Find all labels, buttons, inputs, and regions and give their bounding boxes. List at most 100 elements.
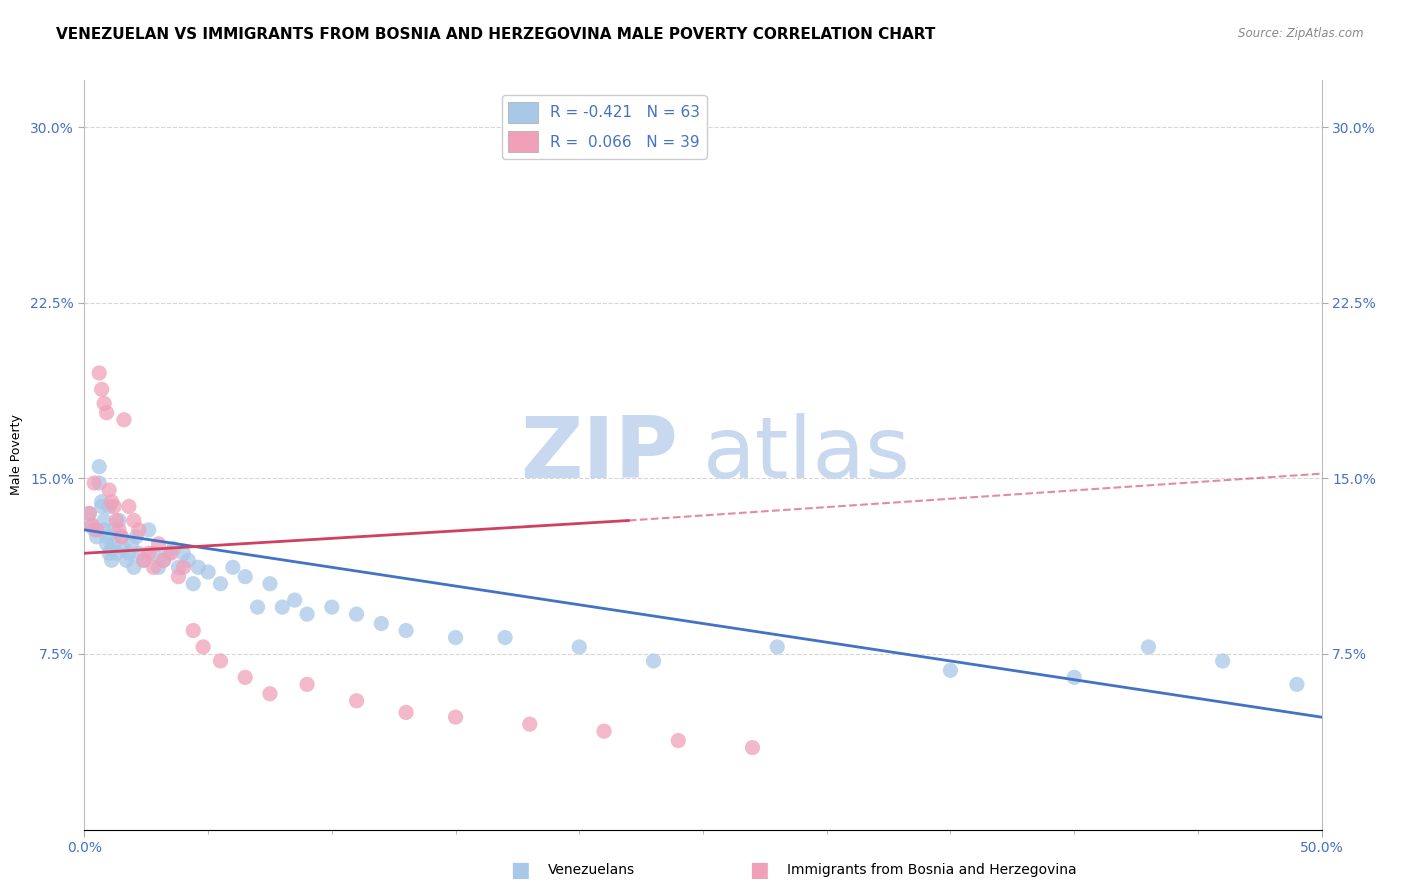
Point <box>519 717 541 731</box>
Point <box>209 576 232 591</box>
Point <box>83 476 105 491</box>
Point <box>346 694 368 708</box>
Point <box>233 570 256 584</box>
Point <box>93 396 115 410</box>
Point <box>741 740 763 755</box>
Point <box>98 500 121 514</box>
Point <box>222 560 245 574</box>
Point <box>79 507 101 521</box>
Point <box>105 546 128 560</box>
Point <box>152 553 174 567</box>
Point <box>96 537 118 551</box>
Point <box>103 537 125 551</box>
Point <box>370 616 392 631</box>
Point <box>128 546 150 560</box>
Text: Venezuelans: Venezuelans <box>548 863 636 877</box>
Point <box>167 560 190 574</box>
Point <box>90 382 112 396</box>
Text: atlas: atlas <box>703 413 911 497</box>
Point <box>79 507 101 521</box>
Point <box>108 513 131 527</box>
Point <box>1063 670 1085 684</box>
Point <box>167 570 190 584</box>
Point <box>103 500 125 514</box>
Point <box>152 553 174 567</box>
Point <box>80 518 103 533</box>
Point <box>86 530 108 544</box>
Point <box>246 600 269 615</box>
Text: ■: ■ <box>749 860 769 880</box>
Point <box>122 560 145 574</box>
Point <box>100 541 122 556</box>
Point <box>162 541 184 556</box>
Point <box>142 560 165 574</box>
Point <box>197 565 219 579</box>
Point <box>138 523 160 537</box>
Point <box>138 546 160 560</box>
Point <box>181 576 204 591</box>
Point <box>295 677 318 691</box>
Point <box>148 560 170 574</box>
Point <box>105 513 128 527</box>
Point <box>157 546 180 560</box>
Point <box>181 624 204 638</box>
Text: VENEZUELAN VS IMMIGRANTS FROM BOSNIA AND HERZEGOVINA MALE POVERTY CORRELATION CH: VENEZUELAN VS IMMIGRANTS FROM BOSNIA AND… <box>56 27 935 42</box>
Point <box>148 537 170 551</box>
Point <box>259 687 281 701</box>
Point <box>593 724 616 739</box>
Point <box>110 530 132 544</box>
Point <box>98 483 121 497</box>
Point <box>128 523 150 537</box>
Point <box>172 560 194 574</box>
Point <box>643 654 665 668</box>
Point <box>100 553 122 567</box>
Point <box>89 459 111 474</box>
Point <box>259 576 281 591</box>
Point <box>766 640 789 654</box>
Point <box>93 513 115 527</box>
Point <box>96 530 118 544</box>
Point <box>1137 640 1160 654</box>
Point <box>98 546 121 560</box>
Text: Immigrants from Bosnia and Herzegovina: Immigrants from Bosnia and Herzegovina <box>787 863 1077 877</box>
Point <box>89 476 111 491</box>
Point <box>321 600 343 615</box>
Point <box>346 607 368 621</box>
Point <box>90 500 112 514</box>
Legend: R = -0.421   N = 63, R =  0.066   N = 39: R = -0.421 N = 63, R = 0.066 N = 39 <box>502 95 707 159</box>
Point <box>177 553 200 567</box>
Point <box>666 733 689 747</box>
Point <box>187 560 209 574</box>
Point <box>103 523 125 537</box>
Point <box>122 513 145 527</box>
Point <box>89 366 111 380</box>
Point <box>120 537 142 551</box>
Point <box>1285 677 1308 691</box>
Point <box>108 523 131 537</box>
Point <box>284 593 307 607</box>
Point <box>395 706 418 720</box>
Point <box>96 406 118 420</box>
Point <box>93 523 115 537</box>
Point <box>172 546 194 560</box>
Point <box>444 710 467 724</box>
Point <box>86 523 108 537</box>
Point <box>568 640 591 654</box>
Point <box>444 631 467 645</box>
Point <box>110 530 132 544</box>
Point <box>295 607 318 621</box>
Y-axis label: Male Poverty: Male Poverty <box>10 415 22 495</box>
Point <box>125 530 148 544</box>
Point <box>233 670 256 684</box>
Point <box>118 500 141 514</box>
Point <box>191 640 214 654</box>
Point <box>209 654 232 668</box>
Point <box>395 624 418 638</box>
Text: ZIP: ZIP <box>520 413 678 497</box>
Point <box>100 494 122 508</box>
Point <box>1212 654 1234 668</box>
Point <box>939 664 962 678</box>
Point <box>132 553 155 567</box>
Point <box>271 600 294 615</box>
Point <box>142 546 165 560</box>
